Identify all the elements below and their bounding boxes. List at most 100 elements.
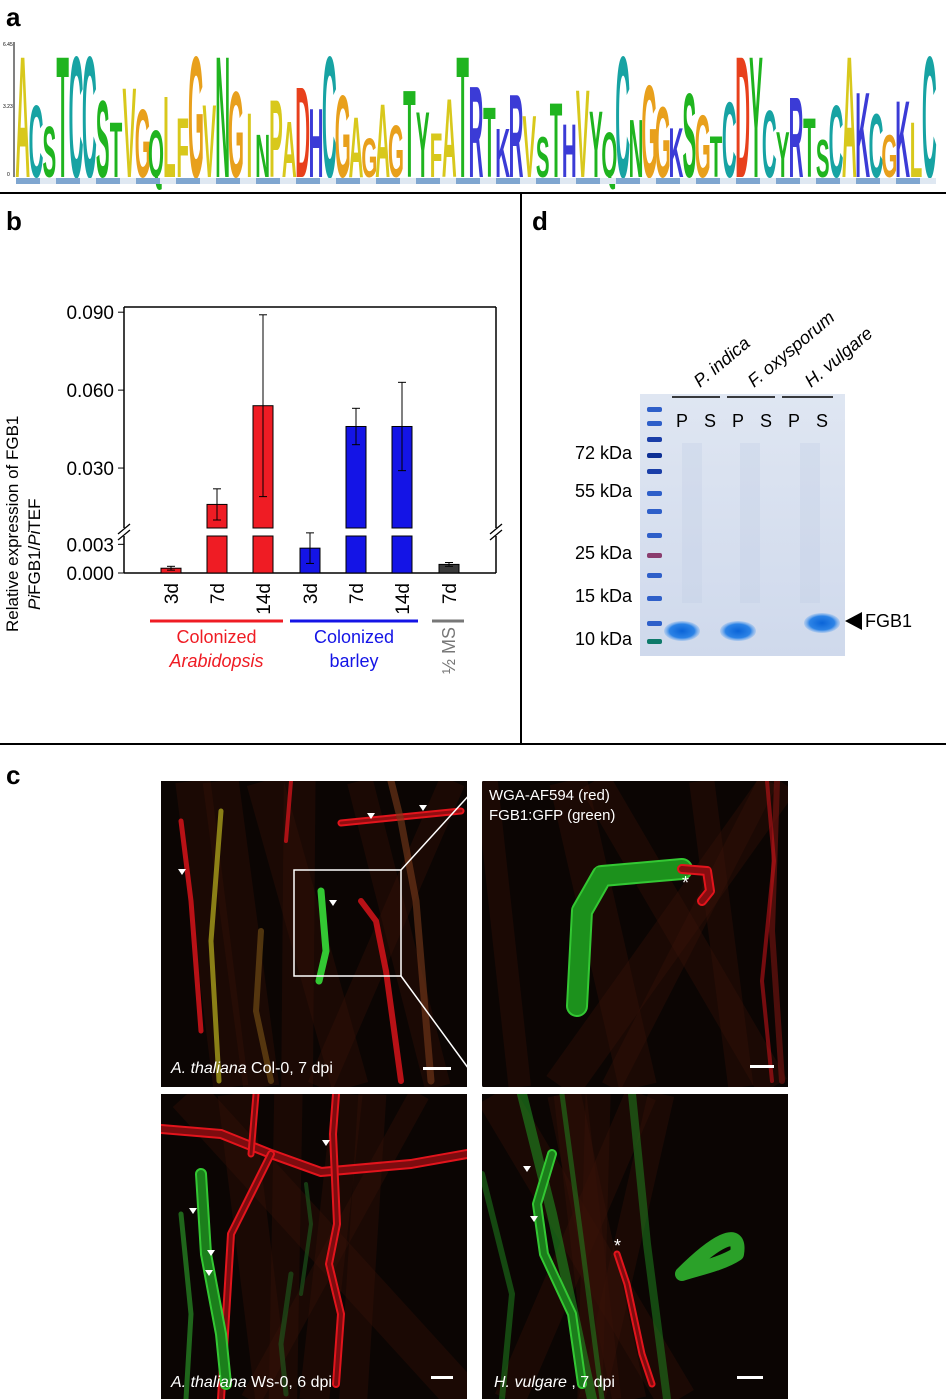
hypha-red xyxy=(178,818,204,1034)
hypha-red-zoomed-lumen xyxy=(679,866,714,904)
micrograph-barley-caption: H. vulgare , 7 dpi xyxy=(494,1374,615,1391)
logo-letter: D xyxy=(735,21,750,215)
logo-letter: Y xyxy=(589,91,603,197)
logo-letter: A xyxy=(349,100,364,196)
marker-label: 72 kDa xyxy=(575,443,633,463)
logo-letter: T xyxy=(456,21,469,215)
hypha-green-blob xyxy=(675,1232,745,1281)
hypha-green-beaded-lumen xyxy=(533,1151,585,1387)
marker-label: 25 kDa xyxy=(575,543,633,563)
root-cell-background xyxy=(689,781,754,1087)
y-tick-label: 0.090 xyxy=(66,303,114,324)
expression-bar-chart: Relative expression of FGB1 PiFGB1/PiTEF… xyxy=(3,303,503,674)
bar-lower xyxy=(345,535,367,574)
logo-letter: G xyxy=(655,87,671,199)
logo-letter: I xyxy=(246,96,252,198)
group-label: Colonized xyxy=(176,627,256,647)
panel-label-a: a xyxy=(6,2,21,32)
root-cell-background xyxy=(202,781,280,1087)
logo-letter: N xyxy=(215,21,230,215)
axis-break-mark xyxy=(117,529,131,541)
logo-letter: A xyxy=(842,21,857,215)
species-label: P. indica xyxy=(690,333,754,391)
lane-smear xyxy=(740,443,760,603)
logo-letter: S xyxy=(682,70,696,204)
hypha-red-lumen xyxy=(615,1252,654,1386)
root-cell-wall xyxy=(559,1094,605,1399)
ladder-band xyxy=(647,437,662,442)
logo-letter: G xyxy=(361,127,377,189)
y-tick-label: 0.030 xyxy=(66,459,114,480)
arrowhead-marker xyxy=(530,1216,538,1222)
arrowhead-marker xyxy=(189,1208,197,1214)
logo-letter: S xyxy=(96,78,110,200)
lane-label: S xyxy=(760,411,772,431)
marker-label: 10 kDa xyxy=(575,629,633,649)
asterisk-marker-2: * xyxy=(614,1236,622,1256)
arrowhead-marker xyxy=(367,813,375,819)
group-label: Colonized xyxy=(314,627,394,647)
hypha-green xyxy=(178,1211,194,1399)
lane-smear xyxy=(800,443,820,603)
logo-letter: R xyxy=(469,58,484,205)
group-label: Arabidopsis xyxy=(168,651,263,671)
y-axis-label-line1: Relative expression of FGB1 xyxy=(3,416,22,632)
bar-lower xyxy=(391,535,413,574)
arrowhead-marker xyxy=(207,1250,215,1256)
divider-top xyxy=(0,192,946,194)
logo-bar xyxy=(776,178,800,184)
logo-letter: C xyxy=(869,94,884,196)
group-label: ½ MS xyxy=(439,627,459,674)
x-tick-label: 3d xyxy=(301,583,322,604)
axis-break-mark xyxy=(489,523,503,535)
root-cell-background xyxy=(546,781,788,1087)
logo-letter: C xyxy=(829,84,844,199)
logo-letter: Y xyxy=(749,21,763,215)
logo-letter: T xyxy=(803,101,816,194)
marker-label: 15 kDa xyxy=(575,586,633,606)
logo-bar xyxy=(136,178,160,184)
logo-letter: C xyxy=(922,21,937,215)
ladder-band xyxy=(647,453,662,458)
logo-bar xyxy=(896,178,920,184)
y-axis-label-line2: PiFGB1/PiTEF xyxy=(25,499,44,610)
lane-smear xyxy=(682,443,702,603)
ladder-band xyxy=(647,421,662,426)
logo-bar xyxy=(96,178,120,184)
root-cell-background xyxy=(339,1094,387,1399)
lane-label: P xyxy=(676,411,688,431)
lane-label: P xyxy=(788,411,800,431)
hypha-red-lumen xyxy=(161,1126,467,1176)
logo-letter: K xyxy=(855,68,870,203)
hypha-red-lumen xyxy=(326,1094,344,1386)
bar-lower xyxy=(252,535,274,574)
x-tick-label: 7d xyxy=(208,583,229,604)
logo-bar xyxy=(536,178,560,184)
root-cell-wall xyxy=(482,1171,515,1399)
logo-bar xyxy=(256,178,280,184)
logo-letter: C xyxy=(82,21,97,215)
logo-letter: D xyxy=(295,60,310,205)
logo-letter: G xyxy=(388,109,404,194)
logo-bar xyxy=(216,178,240,184)
root-cell-wall xyxy=(628,1094,671,1399)
logo-letter: H xyxy=(309,88,324,199)
logo-letter: G xyxy=(881,122,897,190)
root-cell-background xyxy=(172,1094,467,1399)
panel-label-c: c xyxy=(6,760,21,790)
logo-bar xyxy=(656,178,680,184)
root-cell-background xyxy=(602,781,777,1087)
logo-bar xyxy=(456,178,480,184)
logo-letter: Y xyxy=(416,94,430,198)
arrowhead-marker xyxy=(523,1166,531,1172)
group-label: barley xyxy=(329,651,378,671)
logo-letter: G xyxy=(335,71,351,202)
ladder-band xyxy=(647,553,662,558)
logo-letter: C xyxy=(29,84,44,199)
logo-letter: C xyxy=(322,21,337,215)
hypha-faint xyxy=(769,781,785,1084)
logo-letter: A xyxy=(442,77,457,202)
axis-break-mark xyxy=(117,523,131,535)
bar-lower xyxy=(206,535,228,574)
logo-bar xyxy=(416,178,440,184)
